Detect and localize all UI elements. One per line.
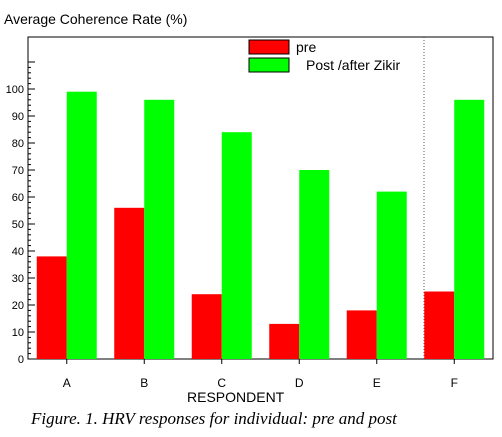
bar-post-B bbox=[144, 99, 175, 360]
bar-post-F bbox=[454, 99, 485, 360]
bars bbox=[36, 91, 485, 360]
y-tick-label: 70 bbox=[12, 165, 24, 177]
bar-post-C bbox=[221, 132, 252, 359]
x-tick-label: C bbox=[217, 376, 226, 390]
y-axis-ticks: 0 10 20 30 40 50 60 70 80 90 100 bbox=[6, 61, 35, 366]
legend-swatch bbox=[248, 57, 290, 73]
plot-frame bbox=[27, 36, 494, 360]
bar-post-D bbox=[299, 170, 330, 359]
x-tick-label: D bbox=[295, 376, 304, 390]
bar-post-E bbox=[376, 191, 407, 359]
bar-pre-D bbox=[269, 323, 300, 359]
y-tick-label: 90 bbox=[12, 111, 24, 123]
y-tick-label: 60 bbox=[12, 192, 24, 204]
x-axis-categories: A B C D E F bbox=[63, 359, 458, 390]
y-tick-label: 80 bbox=[12, 138, 24, 150]
y-tick-label: 100 bbox=[6, 84, 24, 96]
y-tick-label: 50 bbox=[12, 219, 24, 231]
y-tick-label: 0 bbox=[18, 354, 24, 366]
y-tick-label: 20 bbox=[12, 300, 24, 312]
y-tick-label: 40 bbox=[12, 246, 24, 258]
y-tick-label: 10 bbox=[12, 327, 24, 339]
bar-pre-C bbox=[191, 294, 222, 359]
legend-label: pre bbox=[296, 39, 316, 55]
x-axis-title: RESPONDENT bbox=[187, 389, 285, 405]
bar-pre-A bbox=[36, 256, 67, 359]
x-tick-label: F bbox=[451, 376, 458, 390]
bar-pre-F bbox=[424, 291, 455, 359]
legend: pre Post /after Zikir bbox=[248, 39, 400, 73]
x-tick-label: B bbox=[140, 376, 148, 390]
figure-caption: Figure. 1. HRV responses for individual:… bbox=[30, 409, 398, 428]
x-tick-label: A bbox=[63, 376, 71, 390]
x-tick-label: E bbox=[373, 376, 381, 390]
bar-post-A bbox=[66, 91, 97, 359]
bar-pre-B bbox=[114, 207, 145, 359]
y-axis-title: Average Coherence Rate (%) bbox=[4, 11, 187, 27]
legend-swatch bbox=[248, 39, 290, 55]
bar-pre-E bbox=[346, 310, 377, 359]
legend-label: Post /after Zikir bbox=[306, 57, 400, 73]
y-tick-label: 30 bbox=[12, 273, 24, 285]
